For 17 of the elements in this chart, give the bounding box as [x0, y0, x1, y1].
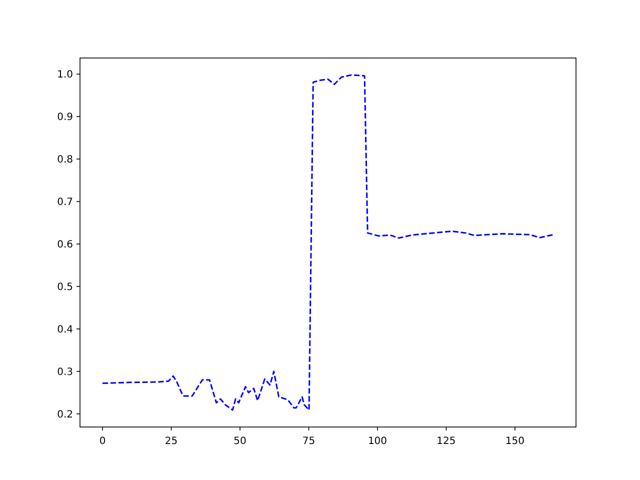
line-series	[102, 74, 554, 411]
y-tick-label: 0.5	[57, 282, 73, 293]
y-tick-label: 0.3	[57, 366, 73, 378]
x-tick-label: 125	[436, 436, 456, 447]
y-tick-label: 0.8	[57, 154, 73, 166]
y-tick-label: 0.4	[57, 324, 73, 336]
y-tick-label: 0.7	[57, 197, 73, 208]
y-tick-label: 0.9	[57, 112, 73, 124]
y-tick-label: 0.6	[57, 239, 73, 250]
x-tick-label: 75	[302, 436, 316, 447]
x-tick-label: 100	[368, 436, 388, 447]
x-tick-label: 25	[164, 436, 178, 447]
y-tick-label: 1.0	[57, 70, 73, 81]
y-tick-label: 0.2	[57, 409, 73, 420]
x-tick-label: 150	[505, 436, 525, 447]
x-tick-label: 0	[99, 436, 106, 447]
x-tick-label: 50	[234, 436, 246, 447]
